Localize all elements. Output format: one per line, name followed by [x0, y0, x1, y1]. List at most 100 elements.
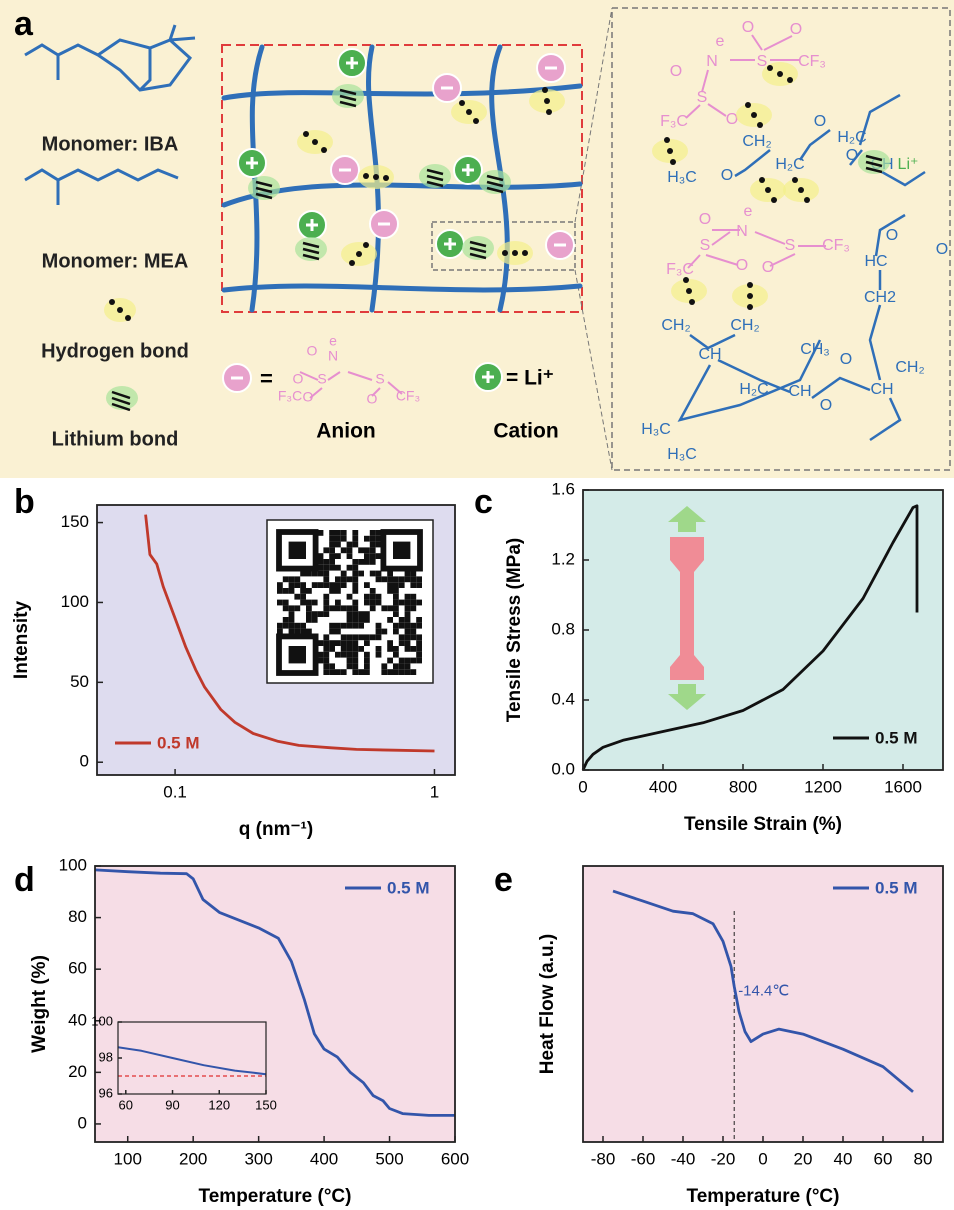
qr-cell	[352, 536, 358, 542]
hydrogen-bond	[297, 130, 333, 154]
anion-atom: O	[307, 343, 318, 359]
qr-cell	[347, 617, 353, 623]
structure-label: N	[706, 53, 718, 70]
y-tick-label: 98	[99, 1049, 113, 1064]
x-axis-title: Tensile Strain (%)	[684, 814, 842, 835]
qr-cell	[393, 611, 399, 617]
structure-label: O	[742, 19, 754, 36]
structure-label: Li⁺	[898, 156, 919, 173]
legend-label: 0.5 M	[875, 728, 918, 747]
structure-label: O	[699, 211, 711, 228]
legend-item: Monomer: MEA	[42, 250, 189, 272]
qr-cell	[341, 623, 347, 629]
equals: =	[260, 366, 273, 391]
qr-cell	[323, 565, 329, 571]
qr-cell	[416, 623, 422, 629]
lithium-bond	[419, 164, 451, 188]
qr-cell	[352, 646, 358, 652]
qr-cell	[399, 669, 405, 675]
anion-atom: e	[329, 333, 337, 349]
qr-cell	[323, 576, 329, 582]
qr-cell	[323, 611, 329, 617]
qr-cell	[329, 640, 335, 646]
x-tick-label: -40	[671, 1149, 696, 1168]
qr-cell	[318, 611, 324, 617]
qr-cell	[347, 658, 353, 664]
dot	[787, 77, 793, 83]
dot	[777, 71, 783, 77]
qr-cell	[277, 582, 283, 588]
qr-cell	[312, 600, 318, 606]
qr-cell	[410, 605, 416, 611]
qr-cell	[318, 582, 324, 588]
qr-cell	[323, 547, 329, 553]
structure-label: CF₃	[822, 237, 850, 254]
dot	[321, 147, 327, 153]
plot-background	[583, 866, 943, 1142]
y-tick-label: 40	[68, 1010, 87, 1029]
qr-cell	[347, 547, 353, 553]
qr-cell	[393, 669, 399, 675]
qr-cell	[300, 623, 306, 629]
qr-cell	[347, 623, 353, 629]
x-tick-label: 400	[649, 777, 677, 796]
qr-cell	[312, 611, 318, 617]
qr-cell	[323, 559, 329, 565]
cation-ion	[454, 156, 482, 184]
qr-cell	[387, 646, 393, 652]
dot	[522, 250, 528, 256]
qr-cell	[341, 576, 347, 582]
cation-ion	[238, 149, 266, 177]
qr-cell	[347, 542, 353, 548]
qr-cell	[352, 559, 358, 565]
lithium-bond	[462, 236, 494, 260]
qr-cell	[376, 594, 382, 600]
qr-cell	[289, 617, 295, 623]
hydrogen-bond	[341, 242, 377, 266]
qr-cell	[416, 582, 422, 588]
qr-cell	[405, 600, 411, 606]
dot	[689, 299, 695, 305]
qr-cell	[387, 640, 393, 646]
x-tick-label: 200	[179, 1149, 207, 1168]
dot	[383, 175, 389, 181]
qr-cell	[358, 611, 364, 617]
qr-cell	[416, 658, 422, 664]
structure-label: H₃C	[641, 421, 671, 438]
qr-cell	[364, 652, 370, 658]
qr-cell	[329, 669, 335, 675]
structure-label: e	[744, 203, 753, 220]
qr-cell	[393, 594, 399, 600]
y-tick-label: 0.4	[551, 689, 575, 708]
x-tick-label: 400	[310, 1149, 338, 1168]
qr-cell	[323, 571, 329, 577]
dot	[356, 251, 362, 257]
qr-cell	[393, 576, 399, 582]
qr-cell	[352, 652, 358, 658]
qr-cell	[352, 600, 358, 606]
qr-cell	[405, 617, 411, 623]
qr-cell	[405, 576, 411, 582]
qr-cell	[364, 663, 370, 669]
dot	[363, 242, 369, 248]
x-tick-label: 0	[758, 1149, 767, 1168]
qr-cell	[341, 640, 347, 646]
qr-cell	[376, 629, 382, 635]
qr-cell	[352, 669, 358, 675]
cation-ion	[338, 49, 366, 77]
structure-label: O	[886, 227, 898, 244]
dot	[745, 102, 751, 108]
qr-cell	[352, 571, 358, 577]
qr-cell	[347, 611, 353, 617]
hydrogen-bond	[762, 62, 798, 86]
dot	[798, 187, 804, 193]
qr-cell	[283, 623, 289, 629]
dot	[546, 109, 552, 115]
qr-cell	[306, 617, 312, 623]
qr-cell	[393, 582, 399, 588]
qr-cell	[283, 576, 289, 582]
qr-cell	[387, 582, 393, 588]
lithium-bond	[248, 176, 280, 200]
qr-cell	[329, 646, 335, 652]
qr-cell	[347, 634, 353, 640]
